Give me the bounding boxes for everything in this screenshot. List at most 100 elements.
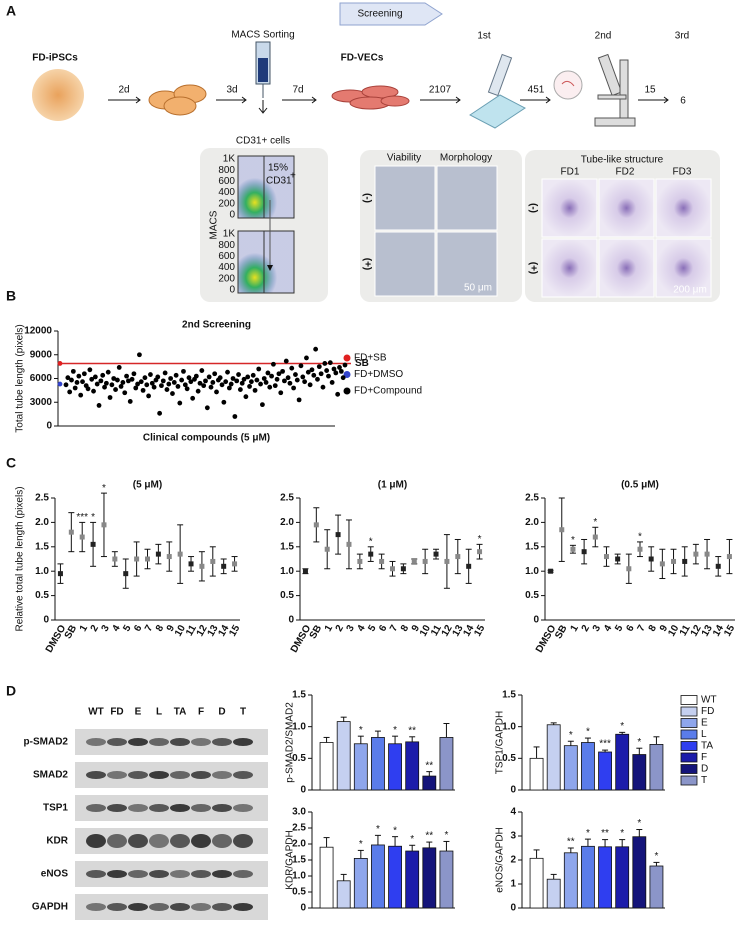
y-tick-label: 0: [46, 421, 52, 432]
marker: [648, 556, 654, 562]
x-tick-label: 1: [569, 623, 582, 634]
day-label: 2d: [118, 85, 129, 96]
y-tick-label: 0: [300, 903, 306, 914]
significance: *: [654, 851, 658, 862]
significance: *: [593, 517, 597, 528]
macs-axis: MACS: [209, 210, 220, 239]
y-axis-label: TSP1/GAPDH: [495, 711, 506, 774]
bar: [563, 852, 578, 909]
point: [278, 390, 284, 396]
bar: [336, 721, 351, 791]
flow-tick-label: 0: [229, 210, 235, 221]
marker: [324, 546, 330, 552]
point: [324, 368, 330, 373]
band: [191, 834, 211, 848]
y-tick-label: 1.0: [280, 566, 294, 577]
bar: [353, 858, 368, 909]
point: [160, 378, 166, 384]
marker: [400, 566, 406, 572]
chart-title: 2nd Screening: [182, 320, 251, 331]
point: [133, 385, 139, 391]
bar: [632, 754, 647, 791]
point: [217, 375, 223, 381]
protein-label: SMAD2: [33, 770, 68, 781]
point: [327, 360, 333, 366]
y-tick-label: 2.0: [280, 517, 294, 528]
x-tick-label: 12: [195, 623, 210, 639]
x-tick-label: 10: [173, 623, 188, 639]
significance: **: [425, 760, 433, 771]
point: [212, 371, 218, 377]
point: [232, 414, 238, 419]
col-label: Viability: [387, 153, 421, 164]
row-label: (+): [527, 262, 538, 275]
band: [128, 804, 148, 812]
band: [107, 870, 127, 878]
band: [149, 738, 169, 746]
macs-label: MACS Sorting: [231, 30, 294, 41]
point: [122, 390, 128, 396]
x-tick-label: 9: [658, 623, 671, 634]
significance: *: [359, 725, 363, 736]
band: [191, 870, 211, 878]
point: [318, 371, 324, 377]
bar: [615, 846, 630, 909]
point: [237, 387, 243, 392]
marker: [357, 558, 363, 564]
band: [107, 771, 127, 779]
marker: [68, 529, 74, 535]
round-label: 2nd: [595, 31, 612, 42]
point: [146, 393, 151, 399]
row-label: (+): [361, 258, 372, 271]
band: [212, 903, 232, 911]
x-tick-label: 8: [154, 623, 167, 634]
count-label: 15: [644, 85, 656, 96]
micrographs: [374, 165, 498, 297]
col-label: FD1: [561, 167, 580, 178]
bar: [581, 742, 595, 791]
count-label: 2107: [429, 85, 452, 96]
bar: [319, 742, 334, 791]
point: [248, 379, 254, 385]
x-tick-label: 4: [110, 623, 123, 634]
point: [74, 380, 80, 385]
x-tick-label: 15: [722, 623, 737, 639]
y-tick-label: 0.5: [292, 887, 306, 898]
point: [293, 372, 298, 377]
point: [78, 392, 84, 398]
bar: [336, 880, 351, 909]
syringe: [255, 41, 271, 114]
significance: **: [567, 837, 575, 848]
x-tick-label: 15: [472, 623, 487, 639]
x-axis-label: Clinical compounds (5 μM): [143, 433, 270, 444]
box: [200, 148, 328, 302]
col-label: FD2: [616, 167, 635, 178]
significance: *: [478, 534, 482, 545]
point: [181, 368, 186, 374]
marker: [390, 566, 395, 572]
point: [148, 372, 153, 377]
band: [128, 870, 148, 878]
panel-label: C: [6, 455, 16, 471]
marker: [166, 554, 172, 560]
point: [201, 383, 207, 389]
bar: [422, 775, 437, 791]
point: [225, 369, 230, 375]
bar: [615, 733, 630, 791]
band: [128, 903, 148, 911]
point: [182, 382, 188, 388]
x-tick-label: 15: [227, 623, 242, 639]
point: [105, 369, 111, 375]
significance: *: [638, 532, 642, 543]
point: [193, 373, 199, 379]
point: [151, 384, 157, 390]
screening-label: Screening: [357, 9, 402, 20]
significance: *: [586, 727, 590, 738]
x-tick-label: 4: [602, 623, 615, 634]
y-tick-label: 6000: [30, 373, 53, 384]
y-tick-label: 1.5: [280, 541, 294, 552]
band: [86, 903, 106, 911]
band: [170, 771, 190, 779]
significance: *: [410, 834, 414, 845]
cd31-cells-label: CD31+ cells: [236, 136, 290, 147]
